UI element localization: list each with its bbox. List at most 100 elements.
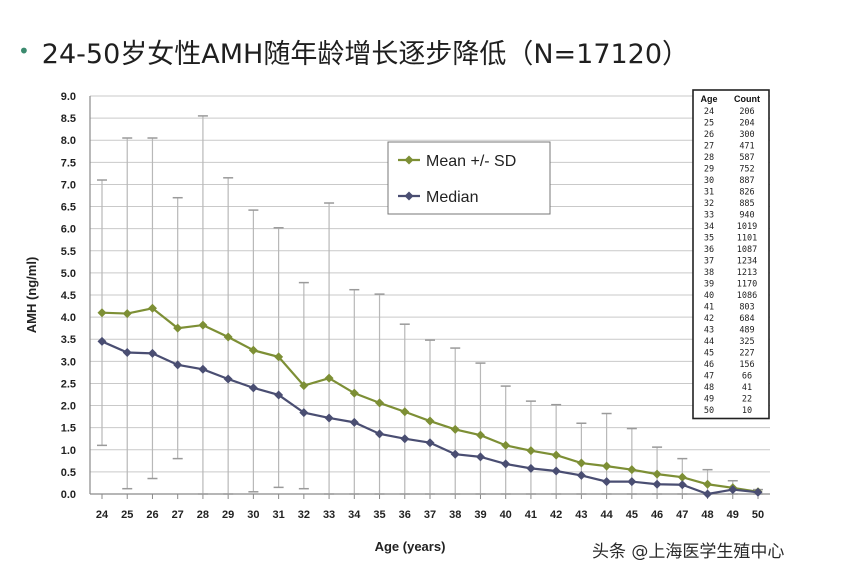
table-cell-count: 826 bbox=[739, 188, 754, 198]
table-cell-age: 24 bbox=[704, 107, 714, 117]
x-tick-label: 44 bbox=[600, 509, 613, 521]
y-tick-label: 1.5 bbox=[61, 423, 76, 435]
mean-point bbox=[173, 323, 183, 333]
median-point bbox=[652, 479, 662, 489]
table-cell-count: 489 bbox=[739, 326, 754, 336]
x-tick-label: 26 bbox=[146, 509, 158, 521]
x-tick-label: 24 bbox=[96, 509, 109, 521]
table-cell-count: 300 bbox=[739, 130, 754, 140]
table-cell-age: 33 bbox=[704, 211, 714, 221]
table-cell-age: 42 bbox=[704, 314, 714, 324]
x-tick-label: 45 bbox=[626, 509, 638, 521]
table-cell-age: 29 bbox=[704, 165, 714, 175]
mean-point bbox=[602, 461, 612, 471]
x-tick-label: 34 bbox=[348, 509, 361, 521]
table-cell-age: 41 bbox=[704, 303, 714, 313]
median-point bbox=[425, 438, 435, 448]
x-tick-label: 41 bbox=[525, 509, 537, 521]
table-cell-age: 28 bbox=[704, 153, 714, 163]
median-point bbox=[475, 452, 485, 462]
x-tick-label: 47 bbox=[676, 509, 688, 521]
x-tick-label: 50 bbox=[752, 509, 764, 521]
mean-point bbox=[198, 320, 208, 330]
title-text: 24-50岁女性AMH随年龄增长逐步降低（N=17120） bbox=[41, 38, 690, 70]
median-point bbox=[728, 485, 738, 495]
y-tick-label: 4.5 bbox=[61, 290, 76, 302]
legend-entry: Mean +/- SD bbox=[426, 153, 516, 170]
median-point bbox=[274, 390, 284, 400]
median-point bbox=[299, 408, 309, 418]
table-cell-age: 30 bbox=[704, 176, 714, 186]
x-tick-label: 38 bbox=[449, 509, 461, 521]
mean-point bbox=[274, 352, 284, 362]
median-point bbox=[349, 417, 359, 427]
table-cell-age: 32 bbox=[704, 199, 714, 209]
table-header-age: Age bbox=[700, 94, 717, 104]
table-cell-age: 37 bbox=[704, 257, 714, 267]
table-cell-count: 1019 bbox=[737, 222, 757, 232]
y-tick-label: 2.0 bbox=[61, 401, 76, 413]
mean-point bbox=[324, 373, 334, 383]
x-tick-label: 28 bbox=[197, 509, 209, 521]
table-cell-age: 27 bbox=[704, 142, 714, 152]
table-cell-count: 325 bbox=[739, 337, 754, 347]
mean-point bbox=[97, 308, 107, 318]
table-cell-age: 45 bbox=[704, 349, 714, 359]
x-tick-label: 30 bbox=[247, 509, 259, 521]
table-cell-count: 41 bbox=[742, 383, 752, 393]
y-tick-label: 1.0 bbox=[61, 445, 76, 457]
median-point bbox=[677, 480, 687, 490]
median-point bbox=[248, 383, 258, 393]
mean-point bbox=[501, 440, 511, 450]
mean-point bbox=[248, 345, 258, 355]
table-cell-age: 44 bbox=[704, 337, 714, 347]
median-point bbox=[147, 348, 157, 358]
table-cell-age: 40 bbox=[704, 291, 714, 301]
table-cell-count: 1234 bbox=[737, 257, 757, 267]
median-point bbox=[97, 336, 107, 346]
median-point bbox=[375, 429, 385, 439]
y-tick-label: 2.5 bbox=[61, 378, 76, 390]
table-cell-count: 204 bbox=[739, 119, 754, 129]
mean-point bbox=[299, 381, 309, 391]
median-point bbox=[627, 477, 637, 487]
table-cell-count: 940 bbox=[739, 211, 754, 221]
table-cell-count: 1213 bbox=[737, 268, 757, 278]
legend-swatch-marker bbox=[404, 155, 414, 165]
mean-point bbox=[526, 446, 536, 456]
table-header-count: Count bbox=[734, 94, 760, 104]
table-cell-age: 26 bbox=[704, 130, 714, 140]
mean-point bbox=[147, 303, 157, 313]
table-cell-age: 48 bbox=[704, 383, 714, 393]
mean-point bbox=[349, 388, 359, 398]
median-point bbox=[753, 487, 763, 497]
mean-point bbox=[551, 450, 561, 460]
x-tick-label: 35 bbox=[373, 509, 385, 521]
table-cell-count: 587 bbox=[739, 153, 754, 163]
table-cell-count: 22 bbox=[742, 395, 752, 405]
x-tick-label: 49 bbox=[727, 509, 739, 521]
median-point bbox=[526, 463, 536, 473]
table-cell-count: 803 bbox=[739, 303, 754, 313]
table-cell-age: 36 bbox=[704, 245, 714, 255]
x-tick-label: 36 bbox=[399, 509, 411, 521]
table-cell-count: 752 bbox=[739, 165, 754, 175]
y-tick-label: 0.0 bbox=[61, 489, 76, 501]
table-cell-age: 34 bbox=[704, 222, 714, 232]
x-tick-label: 46 bbox=[651, 509, 663, 521]
x-tick-label: 42 bbox=[550, 509, 562, 521]
y-tick-label: 4.0 bbox=[61, 312, 76, 324]
legend-box bbox=[387, 141, 551, 215]
table-cell-count: 1087 bbox=[737, 245, 757, 255]
table-cell-age: 25 bbox=[704, 119, 714, 129]
median-point bbox=[198, 364, 208, 374]
mean-point bbox=[400, 407, 410, 417]
mean-point bbox=[425, 416, 435, 426]
mean-point bbox=[677, 472, 687, 482]
mean-point bbox=[576, 458, 586, 468]
y-tick-label: 3.0 bbox=[61, 356, 76, 368]
mean-point bbox=[223, 332, 233, 342]
table-cell-age: 43 bbox=[704, 326, 714, 336]
legend: Mean +/- SD Median bbox=[387, 141, 551, 215]
median-point bbox=[400, 434, 410, 444]
